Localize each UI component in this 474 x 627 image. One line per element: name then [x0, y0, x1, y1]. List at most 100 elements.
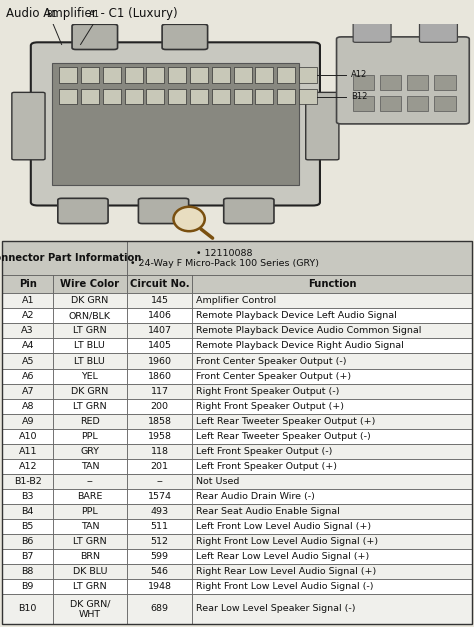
- Bar: [299, 67, 317, 83]
- Text: Right Front Speaker Output (+): Right Front Speaker Output (+): [196, 401, 344, 411]
- Bar: [53, 579, 127, 594]
- Text: A12: A12: [351, 70, 367, 80]
- Bar: [192, 339, 472, 354]
- Bar: [168, 89, 186, 104]
- Text: --: --: [87, 477, 93, 486]
- Text: Left Rear Tweeter Speaker Output (+): Left Rear Tweeter Speaker Output (+): [196, 416, 375, 426]
- FancyBboxPatch shape: [58, 198, 108, 224]
- Text: RED: RED: [80, 416, 100, 426]
- Bar: [380, 96, 401, 111]
- Bar: [2, 458, 53, 473]
- Text: Right Rear Low Level Audio Signal (+): Right Rear Low Level Audio Signal (+): [196, 567, 376, 576]
- Bar: [434, 75, 456, 90]
- FancyBboxPatch shape: [337, 37, 469, 124]
- Text: DK GRN: DK GRN: [71, 297, 109, 305]
- Bar: [190, 67, 208, 83]
- Bar: [192, 429, 472, 444]
- Bar: [103, 89, 121, 104]
- Text: B8: B8: [21, 567, 34, 576]
- Text: BARE: BARE: [77, 492, 102, 501]
- Text: A1: A1: [89, 11, 100, 19]
- Text: 1407: 1407: [147, 327, 172, 335]
- Bar: [127, 241, 472, 275]
- Text: 1405: 1405: [147, 342, 172, 350]
- Bar: [192, 414, 472, 429]
- Bar: [2, 503, 53, 519]
- Text: A7: A7: [21, 386, 34, 396]
- Bar: [127, 534, 192, 549]
- Bar: [192, 579, 472, 594]
- Text: PPL: PPL: [82, 431, 98, 441]
- FancyBboxPatch shape: [12, 92, 45, 160]
- Text: Left Front Speaker Output (-): Left Front Speaker Output (-): [196, 446, 332, 456]
- Text: 1858: 1858: [147, 416, 172, 426]
- Text: A1: A1: [21, 297, 34, 305]
- Bar: [2, 429, 53, 444]
- Bar: [127, 594, 192, 624]
- Bar: [255, 67, 273, 83]
- Bar: [53, 399, 127, 414]
- Bar: [2, 241, 127, 275]
- Bar: [192, 534, 472, 549]
- Bar: [168, 67, 186, 83]
- Text: DK BLU: DK BLU: [73, 567, 107, 576]
- Text: 200: 200: [151, 401, 169, 411]
- Text: LT BLU: LT BLU: [74, 342, 105, 350]
- Bar: [192, 308, 472, 324]
- Bar: [53, 414, 127, 429]
- Bar: [234, 67, 252, 83]
- Bar: [192, 324, 472, 339]
- Bar: [53, 549, 127, 564]
- Bar: [2, 488, 53, 503]
- Text: Left Rear Tweeter Speaker Output (-): Left Rear Tweeter Speaker Output (-): [196, 431, 371, 441]
- Bar: [212, 89, 230, 104]
- Bar: [192, 293, 472, 308]
- Text: DK GRN/
WHT: DK GRN/ WHT: [70, 599, 110, 619]
- Bar: [190, 89, 208, 104]
- Bar: [434, 96, 456, 111]
- Bar: [127, 308, 192, 324]
- Text: 599: 599: [151, 552, 169, 561]
- Text: 546: 546: [151, 567, 169, 576]
- Bar: [2, 473, 53, 488]
- Text: Connector Part Information: Connector Part Information: [0, 253, 142, 263]
- Text: Rear Audio Drain Wire (-): Rear Audio Drain Wire (-): [196, 492, 315, 501]
- Text: B7: B7: [21, 552, 34, 561]
- Bar: [212, 67, 230, 83]
- Bar: [53, 488, 127, 503]
- Text: A12: A12: [18, 461, 37, 471]
- Bar: [59, 89, 77, 104]
- Bar: [53, 293, 127, 308]
- Bar: [192, 488, 472, 503]
- Text: Remote Playback Device Left Audio Signal: Remote Playback Device Left Audio Signal: [196, 312, 396, 320]
- Text: A8: A8: [21, 401, 34, 411]
- Bar: [127, 414, 192, 429]
- Circle shape: [173, 207, 205, 231]
- Text: Not Used: Not Used: [196, 477, 239, 486]
- Bar: [127, 444, 192, 458]
- Bar: [192, 354, 472, 369]
- Text: Left Front Speaker Output (+): Left Front Speaker Output (+): [196, 461, 337, 471]
- Text: TAN: TAN: [81, 461, 99, 471]
- Text: 511: 511: [151, 522, 169, 530]
- Text: B3: B3: [21, 492, 34, 501]
- Bar: [192, 564, 472, 579]
- Text: 117: 117: [151, 386, 169, 396]
- Bar: [192, 399, 472, 414]
- Bar: [52, 63, 299, 185]
- Bar: [255, 89, 273, 104]
- Bar: [192, 384, 472, 399]
- Bar: [53, 384, 127, 399]
- Text: Wire Color: Wire Color: [60, 279, 119, 289]
- Bar: [2, 369, 53, 384]
- Bar: [380, 75, 401, 90]
- FancyBboxPatch shape: [306, 92, 339, 160]
- Text: A9: A9: [21, 416, 34, 426]
- Text: B12: B12: [351, 92, 367, 101]
- Bar: [53, 369, 127, 384]
- Text: LT GRN: LT GRN: [73, 401, 107, 411]
- Bar: [277, 89, 295, 104]
- Bar: [2, 594, 53, 624]
- Bar: [192, 549, 472, 564]
- Bar: [127, 293, 192, 308]
